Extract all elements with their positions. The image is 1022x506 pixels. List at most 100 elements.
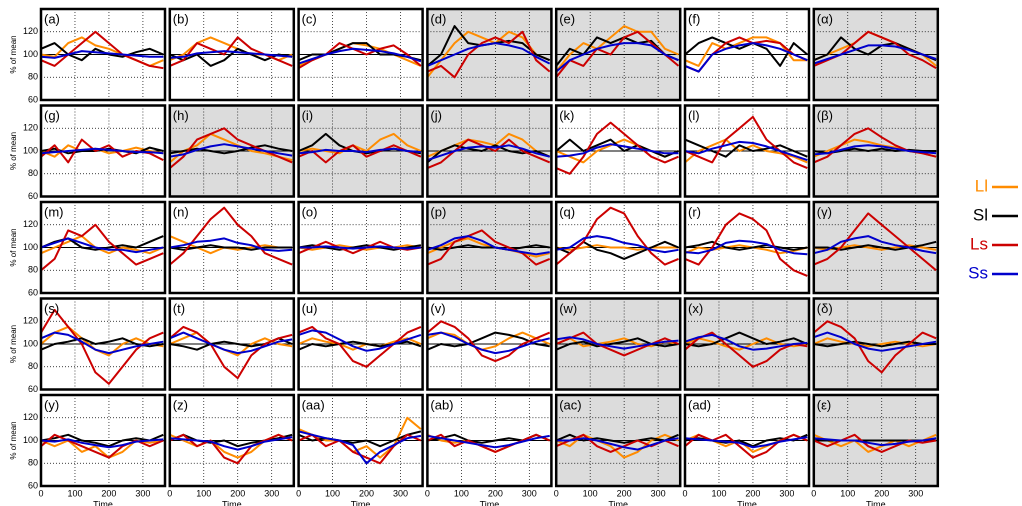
series-line xyxy=(684,240,808,251)
series-line xyxy=(169,436,293,451)
panel-frame xyxy=(426,297,553,391)
panel-frame xyxy=(426,104,553,198)
series-line xyxy=(813,320,937,374)
panel-frame xyxy=(812,393,940,488)
x-tick-label: 200 xyxy=(617,488,632,498)
panel-label: (n) xyxy=(173,204,189,219)
series-line xyxy=(684,433,808,459)
series-line xyxy=(40,433,164,448)
series-line xyxy=(427,229,551,266)
panel-frame xyxy=(39,104,167,198)
panel-frame xyxy=(297,200,424,295)
series-line xyxy=(555,331,679,357)
panel-frame xyxy=(297,104,424,198)
panel-label: (f) xyxy=(688,11,700,26)
x-tick-label: 200 xyxy=(230,488,245,498)
panel-frame xyxy=(168,393,296,488)
panel-label: (β) xyxy=(817,108,833,123)
y-axis-label: % of mean xyxy=(9,228,18,266)
series-line xyxy=(298,147,421,155)
panel-frame xyxy=(554,297,682,391)
panel-label: (l) xyxy=(688,108,700,123)
x-tick-label: 200 xyxy=(745,488,760,498)
x-axis-label: Time xyxy=(351,499,371,506)
series-line xyxy=(556,235,679,254)
series-line xyxy=(427,433,551,453)
panel-label: (α) xyxy=(817,11,833,26)
series-line xyxy=(40,237,164,254)
panel-frame xyxy=(683,104,811,198)
series-line xyxy=(813,437,937,447)
series-line xyxy=(169,50,293,59)
series-line xyxy=(556,336,679,350)
series-line xyxy=(169,325,293,380)
series-line xyxy=(684,436,808,449)
series-line xyxy=(684,331,808,348)
series-line xyxy=(298,416,422,459)
series-line xyxy=(169,244,293,251)
series-line xyxy=(298,47,422,65)
series-line xyxy=(169,143,293,158)
panel-frame xyxy=(426,7,553,102)
panel-label: (s) xyxy=(44,301,59,316)
x-tick-label: 200 xyxy=(101,488,116,498)
series-line xyxy=(298,245,421,250)
panel-frame xyxy=(426,393,553,488)
series-line xyxy=(555,25,679,73)
series-line xyxy=(40,308,164,385)
panel-label: (q) xyxy=(559,204,575,219)
legend-label: Ls xyxy=(970,234,988,253)
panel-label: (g) xyxy=(44,108,60,123)
series-line xyxy=(169,144,293,155)
panel-frame xyxy=(168,7,296,102)
x-tick-label: 200 xyxy=(359,488,374,498)
panel-frame xyxy=(683,297,811,391)
panel-label: (ε) xyxy=(817,397,831,412)
panel-frame xyxy=(554,104,682,198)
panel-frame xyxy=(297,393,424,488)
series-line xyxy=(813,235,937,255)
y-axis-label: % of mean xyxy=(9,132,18,170)
series-line xyxy=(813,240,937,251)
series-line xyxy=(427,235,550,256)
series-line xyxy=(556,437,679,451)
x-tick-label: 0 xyxy=(38,488,43,498)
series-line xyxy=(40,42,164,62)
panel-frame xyxy=(812,7,940,102)
series-line xyxy=(40,433,164,459)
panel-frame xyxy=(812,297,940,391)
series-line xyxy=(427,434,550,449)
panel-frame xyxy=(554,200,682,295)
x-tick-label: 100 xyxy=(840,488,855,498)
panel-frame xyxy=(812,200,940,295)
panel-label: (ab) xyxy=(430,397,453,412)
panel-frame xyxy=(39,297,167,391)
panel-label: (e) xyxy=(559,11,575,26)
series-line xyxy=(684,140,808,162)
series-line xyxy=(555,206,679,266)
series-line xyxy=(298,329,422,352)
series-line xyxy=(684,36,808,67)
panel-label: (k) xyxy=(559,108,574,123)
x-tick-label: 300 xyxy=(651,488,666,498)
series-line xyxy=(684,42,808,73)
y-tick-label: 60 xyxy=(28,287,38,297)
series-line xyxy=(298,337,422,351)
x-tick-label: 300 xyxy=(522,488,537,498)
panel-label: (c) xyxy=(302,11,317,26)
y-tick-label: 60 xyxy=(28,94,38,104)
panel-label: (u) xyxy=(302,301,318,316)
series-line xyxy=(684,138,808,158)
series-line xyxy=(169,433,293,448)
y-tick-label: 100 xyxy=(23,338,38,348)
series-line xyxy=(556,143,679,158)
series-line xyxy=(684,333,808,351)
x-tick-label: 100 xyxy=(67,488,82,498)
series-line xyxy=(684,239,808,256)
x-axis-label: Time xyxy=(737,499,757,506)
panel-label: (v) xyxy=(430,301,445,316)
series-line xyxy=(684,212,808,277)
y-tick-label: 80 xyxy=(28,265,38,275)
y-tick-label: 60 xyxy=(28,191,38,201)
